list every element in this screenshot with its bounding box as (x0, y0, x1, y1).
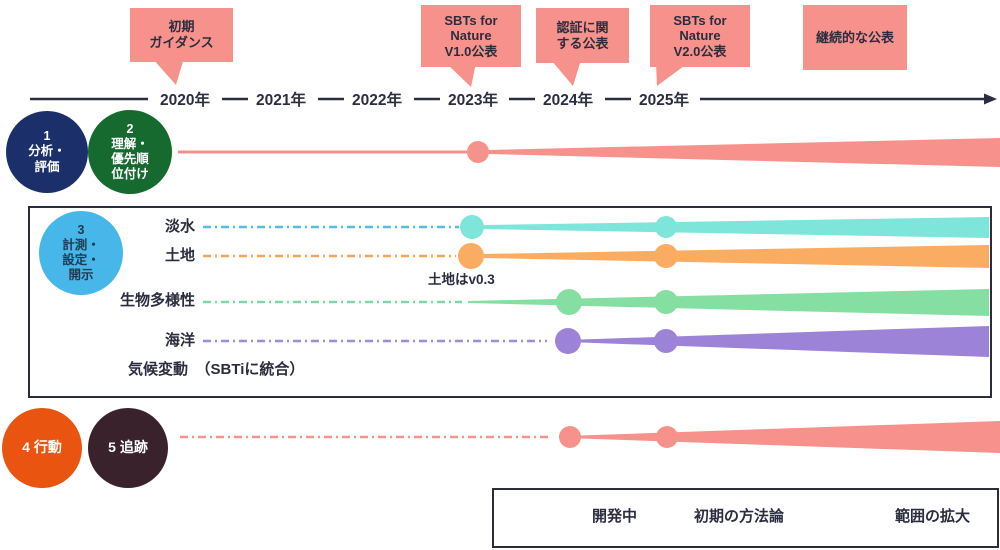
track-action-methodology-dot-2025 (656, 426, 678, 448)
year-label-2022: 2022年 (352, 92, 402, 109)
year-label-2024: 2024年 (543, 92, 593, 109)
callout-sbts-v1: SBTs for Nature V1.0公表 (421, 5, 521, 67)
track-action-methodology-dot-2024 (559, 426, 581, 448)
callout-tail-initial-guidance (152, 58, 184, 85)
track-biodiversity-methodology-dot-2024 (556, 289, 582, 315)
land-version-annotation: 土地はv0.3 (428, 272, 495, 287)
track-biodiversity-expansion-band (468, 289, 989, 316)
callout-sbts-v2: SBTs for Nature V2.0公表 (650, 5, 750, 67)
year-label-2020: 2020年 (160, 92, 210, 109)
year-label-2025: 2025年 (639, 92, 689, 109)
row-label-climate: 気候変動 （SBTiに統合） (128, 361, 305, 378)
legend-label-developing: 開発中 (592, 508, 638, 525)
callout-initial-guidance: 初期 ガイダンス (130, 8, 233, 62)
row-label-biodiversity: 生物多様性 (119, 292, 195, 309)
track-biodiversity-methodology-dot-2025 (654, 290, 678, 314)
year-label-2021: 2021年 (256, 92, 306, 109)
callout-tail-certification (551, 60, 581, 86)
row-label-freshwater: 淡水 (164, 218, 195, 235)
legend-label-initial-methodology: 初期の方法論 (694, 508, 785, 525)
track-ocean-expansion-band (581, 326, 989, 357)
timeline-arrowhead-icon (984, 93, 997, 105)
callout-tail-sbts-v2 (656, 63, 688, 86)
methodology-box-frame (28, 206, 992, 398)
stage-3-measure-circle: 3 計測・ 設定・ 開示 (39, 211, 123, 295)
row-label-land: 土地 (164, 247, 195, 264)
track-freshwater-methodology-dot-2023 (460, 215, 484, 239)
track-ocean-methodology-dot-2024 (555, 328, 581, 354)
track-land-expansion-band (484, 245, 989, 268)
track-freshwater-expansion-band (483, 217, 989, 238)
callout-tail-sbts-v1 (446, 63, 476, 87)
stage-5-tracking-circle: 5 追跡 (88, 408, 168, 488)
legend-label-scope-expansion: 範囲の拡大 (895, 508, 971, 525)
callout-certification: 認証に関 する公表 (536, 8, 629, 63)
track-analysis-methodology-dot (467, 141, 489, 163)
stage-1-analysis-circle: 1 分析・ 評価 (6, 111, 88, 193)
track-land-methodology-dot-2025 (654, 244, 678, 268)
track-freshwater-methodology-dot-2025 (655, 216, 677, 238)
stage-2-understanding-circle: 2 理解・ 優先順 位付け (88, 110, 172, 194)
row-label-ocean: 海洋 (164, 332, 195, 349)
track-ocean-methodology-dot-2025 (654, 329, 678, 353)
track-analysis-expansion-band (489, 138, 1000, 167)
year-label-2023: 2023年 (448, 92, 498, 109)
legend-box-frame (492, 488, 999, 548)
callout-continuous: 継続的な公表 (803, 5, 907, 70)
track-action-expansion-band (580, 421, 1000, 453)
track-land-methodology-dot-2023 (458, 243, 484, 269)
stage-4-action-circle: 4 行動 (2, 408, 82, 488)
